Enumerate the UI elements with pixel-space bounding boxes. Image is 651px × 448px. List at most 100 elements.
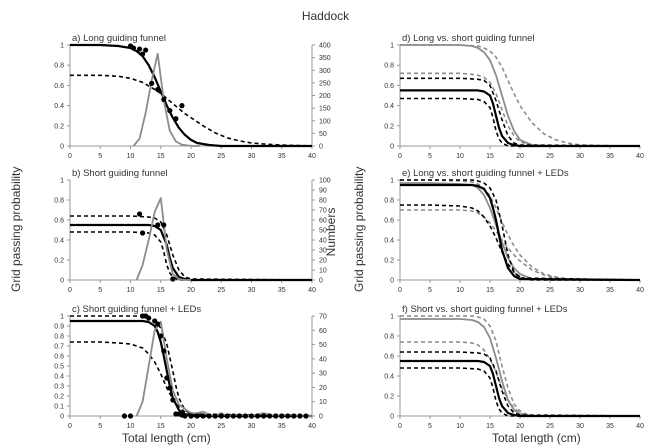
x-tick-label: 5 bbox=[98, 287, 102, 294]
series-line bbox=[400, 204, 640, 281]
data-point bbox=[212, 413, 218, 419]
data-point bbox=[297, 413, 303, 419]
y2-tick-label: 20 bbox=[319, 258, 327, 265]
y-tick-label: 0.6 bbox=[54, 83, 64, 90]
y-tick-label: 0.2 bbox=[384, 394, 394, 401]
y-tick-label: 0.4 bbox=[54, 238, 64, 245]
x-tick-label: 0 bbox=[68, 423, 72, 430]
x-tick-label: 5 bbox=[98, 153, 102, 160]
panel-c: 0 5 10 15 20 25 30 35 4000.10.20.30.40.50.60.70.… bbox=[54, 304, 327, 430]
x-tick-label: 30 bbox=[576, 153, 584, 160]
x-tick-label: 5 bbox=[428, 423, 432, 430]
series-line bbox=[400, 183, 641, 282]
x-tick-label: 35 bbox=[606, 423, 614, 430]
y-tick-label: 1 bbox=[390, 178, 394, 185]
y-tick-label: 0.5 bbox=[54, 364, 64, 371]
data-point bbox=[130, 45, 137, 51]
y2-tick-label: 0 bbox=[319, 414, 323, 421]
y-tick-label: 0.4 bbox=[384, 103, 394, 110]
y-tick-label: 1 bbox=[390, 43, 394, 50]
data-point bbox=[303, 413, 309, 419]
x-tick-label: 20 bbox=[516, 423, 524, 430]
y-tick-label: 1 bbox=[390, 314, 394, 321]
y-tick-label: 0 bbox=[390, 278, 394, 285]
y-tick-label: 0.2 bbox=[54, 394, 64, 401]
data-point bbox=[161, 96, 167, 103]
data-point bbox=[273, 413, 279, 419]
data-point bbox=[164, 375, 170, 381]
x-tick-label: 40 bbox=[636, 153, 644, 160]
y2-tick-label: 70 bbox=[319, 208, 327, 215]
y-tick-label: 0 bbox=[60, 278, 64, 285]
series-line bbox=[400, 351, 641, 417]
x-tick-label: 25 bbox=[217, 287, 225, 294]
x-tick-label: 30 bbox=[576, 423, 584, 430]
panel-title: b) Short guiding funnel bbox=[72, 168, 168, 179]
y-tick-label: 1 bbox=[60, 178, 64, 185]
y2-tick-label: 80 bbox=[319, 198, 327, 205]
data-point bbox=[285, 413, 291, 419]
x-tick-label: 35 bbox=[278, 423, 286, 430]
panel-title: f) Short vs. short guiding funnel + LEDs bbox=[402, 304, 568, 315]
y-tick-label: 0.1 bbox=[54, 404, 64, 411]
series-line bbox=[400, 367, 640, 417]
data-point bbox=[155, 222, 161, 228]
y2-tick-label: 60 bbox=[319, 218, 327, 225]
y2-tick-label: 50 bbox=[319, 228, 327, 235]
y-tick-label: 0.4 bbox=[54, 103, 64, 110]
x-tick-label: 35 bbox=[278, 287, 286, 294]
data-point bbox=[170, 276, 176, 282]
x-tick-label: 0 bbox=[68, 287, 72, 294]
y-tick-label: 0.7 bbox=[54, 344, 64, 351]
series-line bbox=[70, 341, 312, 417]
data-point bbox=[194, 413, 200, 419]
y2-tick-label: 250 bbox=[319, 80, 331, 87]
series-line bbox=[400, 179, 640, 281]
x-tick-label: 40 bbox=[308, 423, 316, 430]
x-tick-label: 25 bbox=[217, 153, 225, 160]
x-tick-label: 25 bbox=[546, 153, 554, 160]
y2-tick-label: 10 bbox=[319, 399, 327, 406]
x-tick-label: 20 bbox=[187, 287, 195, 294]
data-point bbox=[230, 413, 236, 419]
series-line bbox=[400, 318, 640, 417]
data-point bbox=[167, 108, 173, 114]
series-line bbox=[400, 182, 640, 281]
x-tick-label: 35 bbox=[278, 153, 286, 160]
series-line bbox=[400, 72, 640, 147]
data-point bbox=[155, 86, 161, 93]
x-tick-label: 20 bbox=[187, 153, 195, 160]
series-line bbox=[400, 97, 640, 147]
x-tick-label: 40 bbox=[636, 423, 644, 430]
data-point bbox=[167, 385, 173, 391]
panel-e: 0 5 10 15 20 25 30 35 40 0 0.2 0.4 0.6 0.8 1 e) Long vs… bbox=[384, 168, 644, 294]
series-line bbox=[400, 179, 641, 281]
y2-tick-label: 40 bbox=[319, 356, 327, 363]
series-line bbox=[400, 209, 640, 281]
x-tick-label: 30 bbox=[248, 153, 256, 160]
y-tick-label: 0.8 bbox=[384, 334, 394, 341]
x-tick-label: 20 bbox=[187, 423, 195, 430]
x-tick-label: 40 bbox=[636, 287, 644, 294]
series-line bbox=[400, 315, 640, 417]
panel-b: 0 5 10 15 20 25 30 35 4000.20.40.60.810102030405… bbox=[54, 168, 331, 294]
y-tick-label: 0 bbox=[390, 144, 394, 151]
y-tick-label: 0 bbox=[390, 414, 394, 421]
y2-tick-label: 50 bbox=[319, 131, 327, 138]
data-point bbox=[261, 413, 267, 419]
data-point bbox=[161, 348, 167, 354]
series-line bbox=[70, 74, 313, 147]
data-point bbox=[136, 211, 143, 217]
x-tick-label: 30 bbox=[248, 423, 256, 430]
data-point bbox=[140, 51, 146, 57]
y-tick-label: 0.8 bbox=[54, 63, 64, 70]
x-tick-label: 10 bbox=[456, 423, 464, 430]
x-tick-label: 0 bbox=[398, 287, 402, 294]
data-point bbox=[188, 413, 194, 419]
y2-tick-label: 90 bbox=[319, 188, 327, 195]
panel-title: d) Long vs. short guiding funnel bbox=[402, 33, 535, 44]
x-tick-label: 30 bbox=[248, 287, 256, 294]
y-tick-label: 0.2 bbox=[384, 123, 394, 130]
y-tick-label: 0.6 bbox=[384, 83, 394, 90]
x-tick-label: 35 bbox=[606, 153, 614, 160]
